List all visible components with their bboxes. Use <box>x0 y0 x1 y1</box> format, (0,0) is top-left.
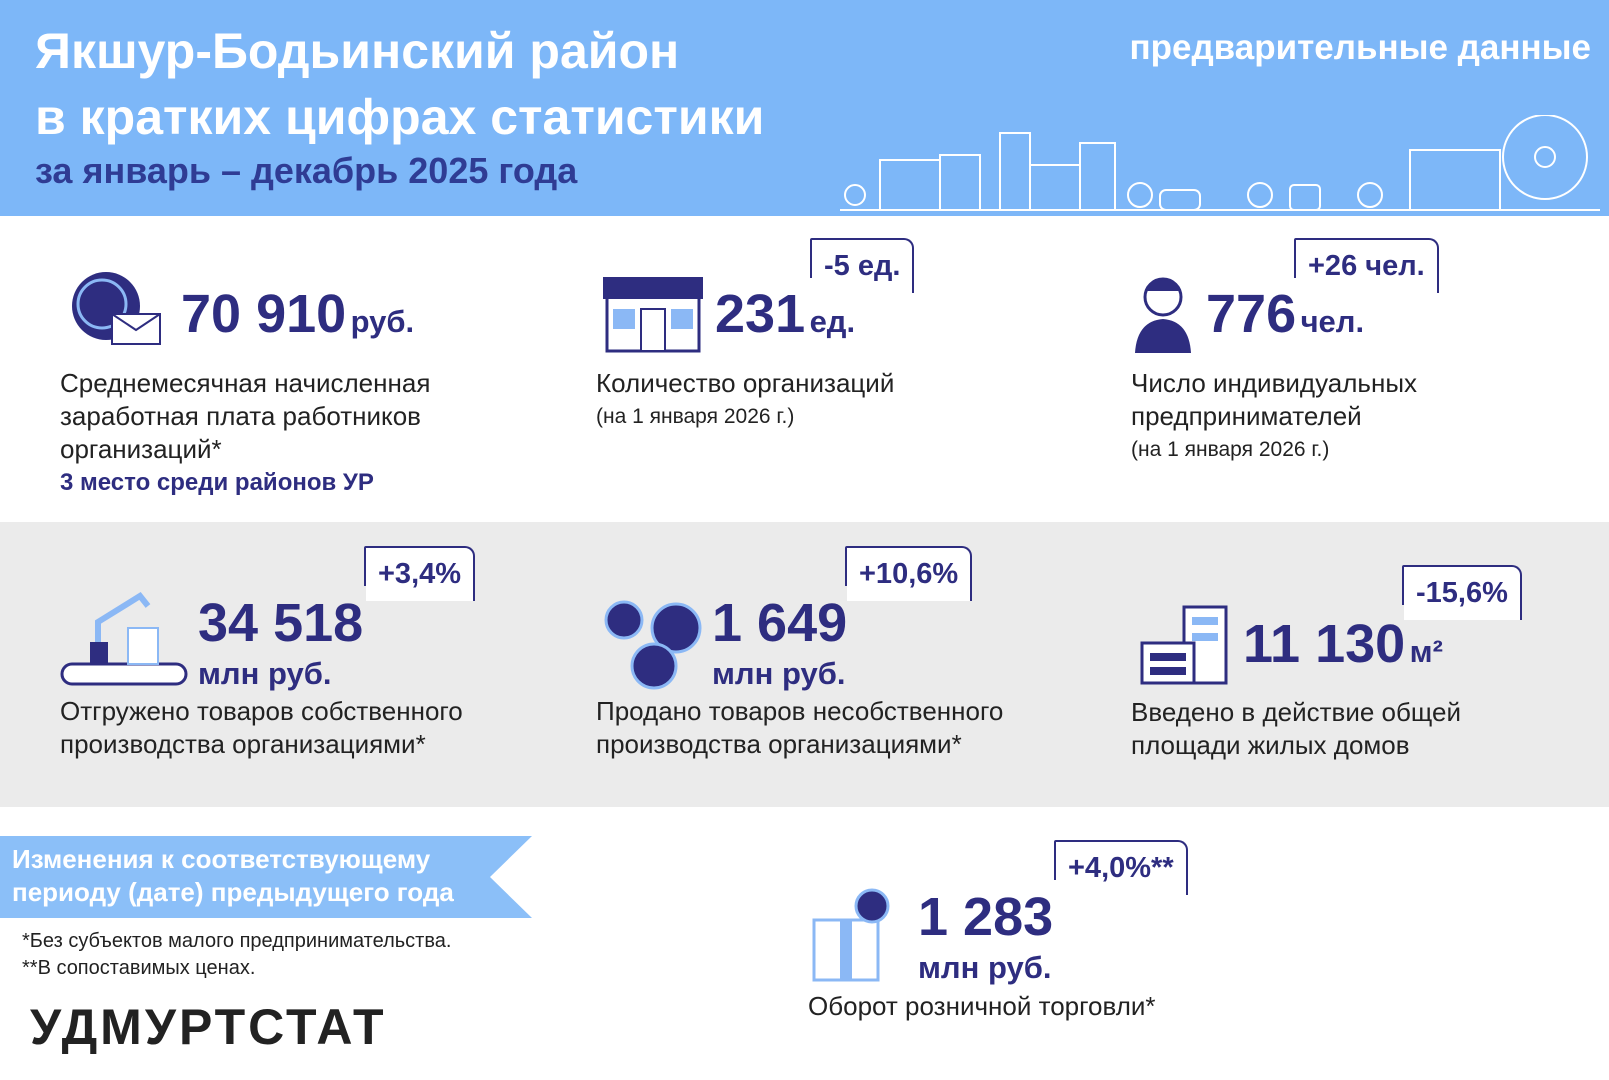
description: Продано товаров несобственного производст… <box>596 695 1003 761</box>
icon-buildings <box>1140 605 1228 685</box>
value: 70 910 <box>181 284 347 344</box>
value: 776 <box>1206 284 1297 344</box>
value: 231 <box>715 284 806 344</box>
line: Изменения к соответствующему <box>12 844 431 874</box>
line: заработная плата работников <box>60 401 421 431</box>
description: Среднемесячная начисленная заработная пла… <box>60 367 430 499</box>
footnotes: *Без субъектов малого предпринимательств… <box>22 928 451 982</box>
rank: 3 место среди районов УР <box>60 469 374 496</box>
value: 11 130 <box>1243 614 1406 674</box>
line: Среднемесячная начисленная <box>60 368 431 398</box>
indicator-value-row: 11 130 м² <box>1243 613 1443 675</box>
icon-conveyor <box>60 592 188 686</box>
preliminary-note: предварительные данные <box>1129 28 1591 67</box>
line: Введено в действие общей <box>1131 697 1461 727</box>
footnote: **В сопоставимых ценах. <box>22 957 256 979</box>
legend-ribbon <box>0 836 532 918</box>
line: предпринимателей <box>1131 401 1362 431</box>
description: Оборот розничной торговли* <box>808 990 1156 1023</box>
gray-band <box>0 522 1609 807</box>
description: Отгружено товаров собственного производст… <box>60 695 463 761</box>
unit: млн руб. <box>918 950 1052 985</box>
change: -15,6% <box>1402 565 1522 620</box>
icon-coins <box>604 600 702 690</box>
description: Число индивидуальных предпринимателей (на … <box>1131 367 1417 466</box>
value: 1 649 <box>712 593 848 653</box>
line: периоду (дате) предыдущего года <box>12 877 454 907</box>
unit: млн руб. <box>712 656 846 691</box>
change: +4,0%** <box>1054 840 1188 895</box>
change: +3,4% <box>363 546 476 601</box>
change: +26 чел. <box>1294 238 1439 293</box>
unit: чел. <box>1300 304 1365 339</box>
logo: УДМУРТСТАТ <box>30 999 387 1055</box>
change-note: Изменения к соответствующему периоду (дат… <box>12 843 454 909</box>
subtitle: за январь – декабрь 2025 года <box>35 150 578 191</box>
indicator-value-row: 70 910 руб. <box>181 283 414 345</box>
date-note: (на 1 января 2026 г.) <box>596 405 795 428</box>
line: организаций* <box>60 434 222 464</box>
indicator-value-row: 776 чел. <box>1206 283 1364 345</box>
value: 34 518 <box>198 593 364 653</box>
unit: ед. <box>809 304 856 339</box>
icon-salary <box>72 272 161 345</box>
indicator-value-row: 231 ед. <box>715 283 855 345</box>
line: Отгружено товаров собственного <box>60 696 463 726</box>
unit: руб. <box>350 304 415 339</box>
description: Количество организаций (на 1 января 2026 … <box>596 367 894 433</box>
icon-shop <box>603 277 703 353</box>
line: Число индивидуальных <box>1131 368 1418 398</box>
line: Оборот розничной торговли* <box>808 991 1156 1021</box>
icon-person <box>1135 277 1191 353</box>
line: Количество организаций <box>596 368 895 398</box>
line: производства организациями* <box>60 729 426 759</box>
value: 1 283 <box>918 887 1054 947</box>
icon-gift <box>812 888 890 982</box>
title-line: в кратких цифрах статистики <box>35 89 765 145</box>
line: производства организациями* <box>596 729 962 759</box>
skyline <box>840 115 1600 211</box>
line: площади жилых домов <box>1131 730 1410 760</box>
change: -5 ед. <box>809 238 915 293</box>
unit: млн руб. <box>198 656 332 691</box>
header: Якшур-Бодьинский район в кратких цифрах … <box>0 0 1609 216</box>
description: Введено в действие общей площади жилых до… <box>1131 696 1461 762</box>
unit: м² <box>1409 634 1443 669</box>
change: +10,6% <box>844 546 973 601</box>
footnote: *Без субъектов малого предпринимательств… <box>22 930 452 952</box>
date-note: (на 1 января 2026 г.) <box>1131 438 1330 461</box>
line: Продано товаров несобственного <box>596 696 1004 726</box>
title-line: Якшур-Бодьинский район <box>35 23 680 79</box>
